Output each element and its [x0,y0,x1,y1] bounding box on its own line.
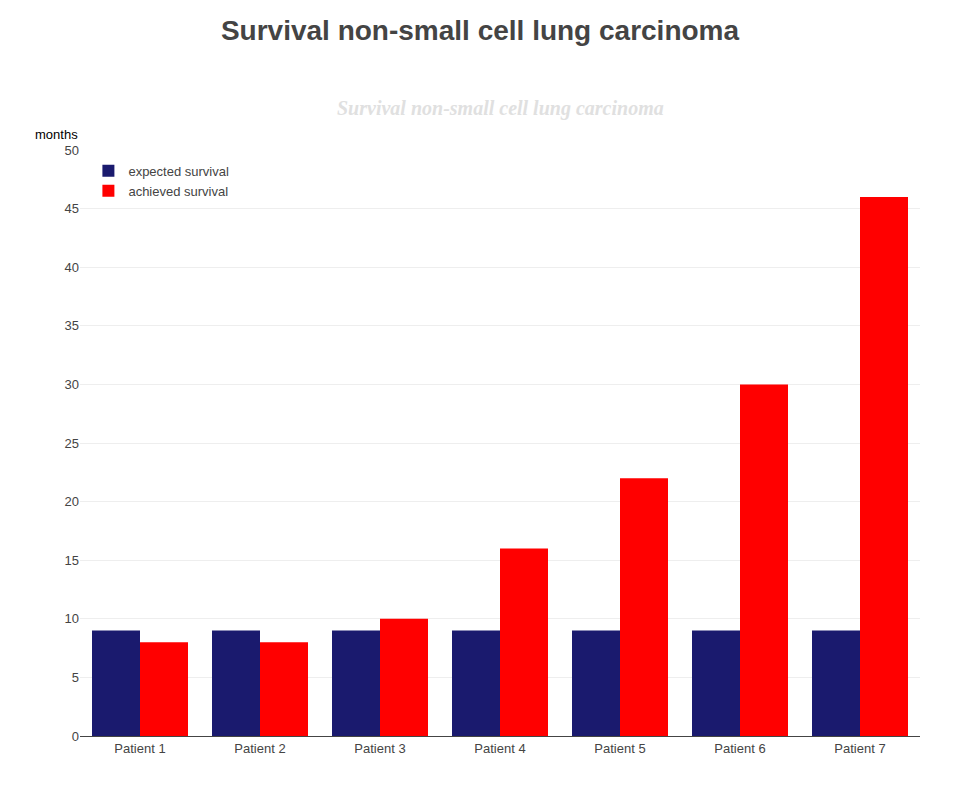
svg-text:0: 0 [72,729,79,744]
svg-text:45: 45 [65,201,79,216]
svg-text:Patient 4: Patient 4 [474,741,525,756]
svg-text:20: 20 [65,494,79,509]
svg-text:Patient 5: Patient 5 [594,741,645,756]
svg-text:50: 50 [65,143,79,158]
svg-text:months: months [35,127,78,142]
svg-text:15: 15 [65,553,79,568]
svg-text:Patient 1: Patient 1 [114,741,165,756]
svg-text:achieved survival: achieved survival [128,184,228,199]
svg-text:expected survival: expected survival [128,164,229,179]
svg-text:30: 30 [65,377,79,392]
svg-text:25: 25 [65,436,79,451]
svg-text:Patient 6: Patient 6 [714,741,765,756]
svg-text:Patient 7: Patient 7 [834,741,885,756]
svg-text:10: 10 [65,611,79,626]
svg-text:Survival non-small cell lung c: Survival non-small cell lung carcinoma [221,15,740,46]
svg-text:Patient 2: Patient 2 [234,741,285,756]
svg-text:Survival non-small cell lung c: Survival non-small cell lung carcinoma [337,97,664,120]
svg-text:5: 5 [72,670,79,685]
svg-text:40: 40 [65,260,79,275]
svg-text:Patient 3: Patient 3 [354,741,405,756]
svg-text:35: 35 [65,318,79,333]
